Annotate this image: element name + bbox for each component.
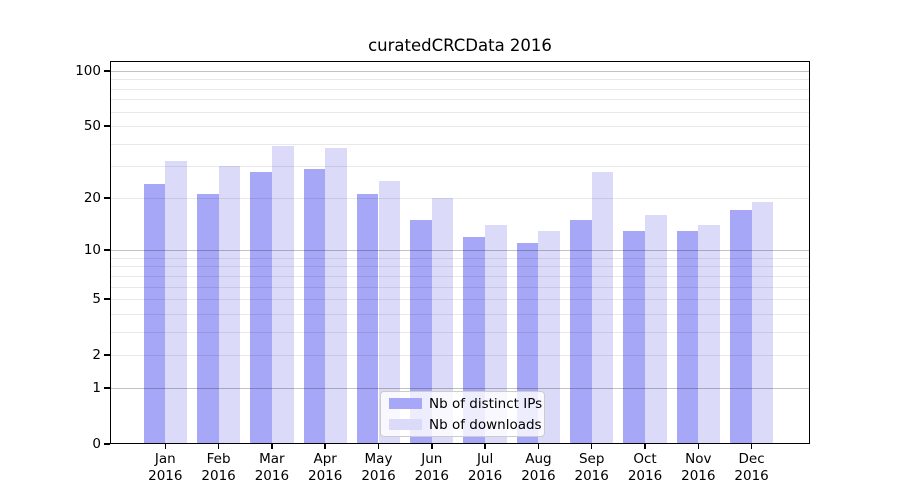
- x-tick-label-oct: Oct 2016: [627, 451, 663, 484]
- legend-label-distinct-ips: Nb of distinct IPs: [429, 395, 543, 412]
- y-tick-label-2: 2: [92, 347, 101, 364]
- y-tick-label-0: 0: [92, 436, 101, 452]
- bar-distinct-ips-oct: [623, 230, 645, 444]
- y-tick-50: [104, 125, 110, 127]
- y-tick-label-50: 50: [83, 118, 101, 135]
- minor-gridline-50: [110, 126, 810, 128]
- y-tick-label-20: 20: [83, 189, 101, 206]
- minor-gridline-3: [110, 331, 810, 333]
- bar-distinct-ips-jan: [143, 183, 166, 444]
- bar-distinct-ips-nov: [676, 230, 699, 444]
- bar-downloads-sep: [591, 171, 614, 444]
- y-tick-10: [104, 249, 110, 251]
- bar-downloads-feb: [218, 166, 241, 444]
- bar-distinct-ips-sep: [570, 219, 592, 444]
- x-tick-oct: [644, 444, 646, 449]
- x-tick-aug: [537, 444, 540, 449]
- bar-distinct-ips-feb: [196, 194, 219, 444]
- bar-downloads-apr: [325, 147, 347, 444]
- bar-downloads-jul: [485, 225, 507, 444]
- x-tick-label-sep: Sep 2016: [574, 451, 609, 484]
- major-gridline-100: [110, 70, 810, 72]
- y-tick-1: [104, 387, 110, 389]
- minor-gridline-2: [110, 355, 810, 357]
- x-tick-label-jun: Jun 2016: [414, 451, 449, 484]
- x-tick-mar: [271, 444, 273, 449]
- x-tick-label-jan: Jan 2016: [148, 451, 183, 484]
- bar-distinct-ips-dec: [729, 210, 752, 444]
- minor-gridline-4: [110, 313, 810, 315]
- bar-distinct-ips-may: [356, 194, 379, 444]
- y-tick-label-5: 5: [92, 291, 101, 308]
- major-gridline-1: [110, 387, 810, 389]
- x-tick-label-may: May 2016: [361, 451, 396, 484]
- y-tick-label-100: 100: [75, 62, 101, 79]
- x-tick-label-jul: Jul 2016: [467, 451, 503, 484]
- bar-downloads-jun: [431, 197, 454, 444]
- bar-distinct-ips-mar: [250, 171, 272, 444]
- minor-gridline-9: [110, 257, 810, 259]
- x-tick-label-nov: Nov 2016: [681, 451, 716, 484]
- minor-gridline-40: [110, 143, 810, 145]
- x-tick-feb: [217, 444, 220, 449]
- minor-gridline-8: [110, 266, 810, 268]
- x-tick-dec: [750, 444, 753, 449]
- y-tick-2: [104, 354, 110, 356]
- minor-gridline-60: [110, 111, 810, 113]
- x-tick-label-dec: Dec 2016: [734, 451, 769, 484]
- x-tick-label-aug: Aug 2016: [521, 451, 556, 484]
- x-tick-nov: [697, 444, 700, 449]
- minor-gridline-90: [110, 79, 810, 81]
- minor-gridline-20: [110, 197, 810, 199]
- legend-label-downloads: Nb of downloads: [429, 416, 542, 433]
- y-tick-100: [104, 70, 110, 72]
- legend-swatch-distinct-ips: [389, 398, 422, 409]
- x-tick-label-mar: Mar 2016: [254, 451, 290, 484]
- plot-area: [110, 61, 810, 444]
- minor-gridline-80: [110, 88, 810, 90]
- x-tick-sep: [590, 444, 593, 449]
- bar-downloads-may: [378, 180, 401, 444]
- bar-downloads-aug: [538, 230, 561, 444]
- x-tick-may: [377, 444, 380, 449]
- x-tick-label-apr: Apr 2016: [308, 451, 343, 484]
- legend: Nb of distinct IPs Nb of downloads: [380, 391, 545, 437]
- bar-downloads-jan: [165, 161, 187, 444]
- bar-downloads-nov: [698, 225, 720, 444]
- minor-gridline-7: [110, 275, 810, 277]
- chart-title: curatedCRCData 2016: [368, 36, 552, 55]
- minor-gridline-30: [110, 166, 810, 168]
- minor-gridline-70: [110, 99, 810, 101]
- x-tick-jun: [431, 444, 433, 449]
- x-tick-jan: [164, 444, 167, 449]
- y-tick-5: [104, 298, 110, 300]
- minor-gridline-5: [110, 299, 810, 301]
- legend-swatch-downloads: [389, 419, 422, 430]
- y-tick-label-10: 10: [83, 242, 101, 259]
- x-tick-apr: [324, 444, 326, 449]
- minor-gridline-6: [110, 286, 810, 288]
- x-tick-label-feb: Feb 2016: [201, 451, 236, 484]
- y-tick-0: [104, 443, 110, 445]
- legend-item-distinct-ips: Nb of distinct IPs: [389, 396, 544, 412]
- bar-distinct-ips-jun: [410, 219, 432, 444]
- y-tick-20: [104, 197, 110, 199]
- bar-downloads-mar: [271, 145, 294, 444]
- y-tick-label-1: 1: [92, 379, 101, 396]
- major-gridline-10: [110, 250, 810, 252]
- legend-item-downloads: Nb of downloads: [389, 417, 544, 433]
- x-tick-jul: [484, 444, 486, 449]
- bar-downloads-dec: [751, 201, 774, 444]
- bar-downloads-oct: [645, 215, 667, 444]
- bar-distinct-ips-apr: [303, 169, 326, 444]
